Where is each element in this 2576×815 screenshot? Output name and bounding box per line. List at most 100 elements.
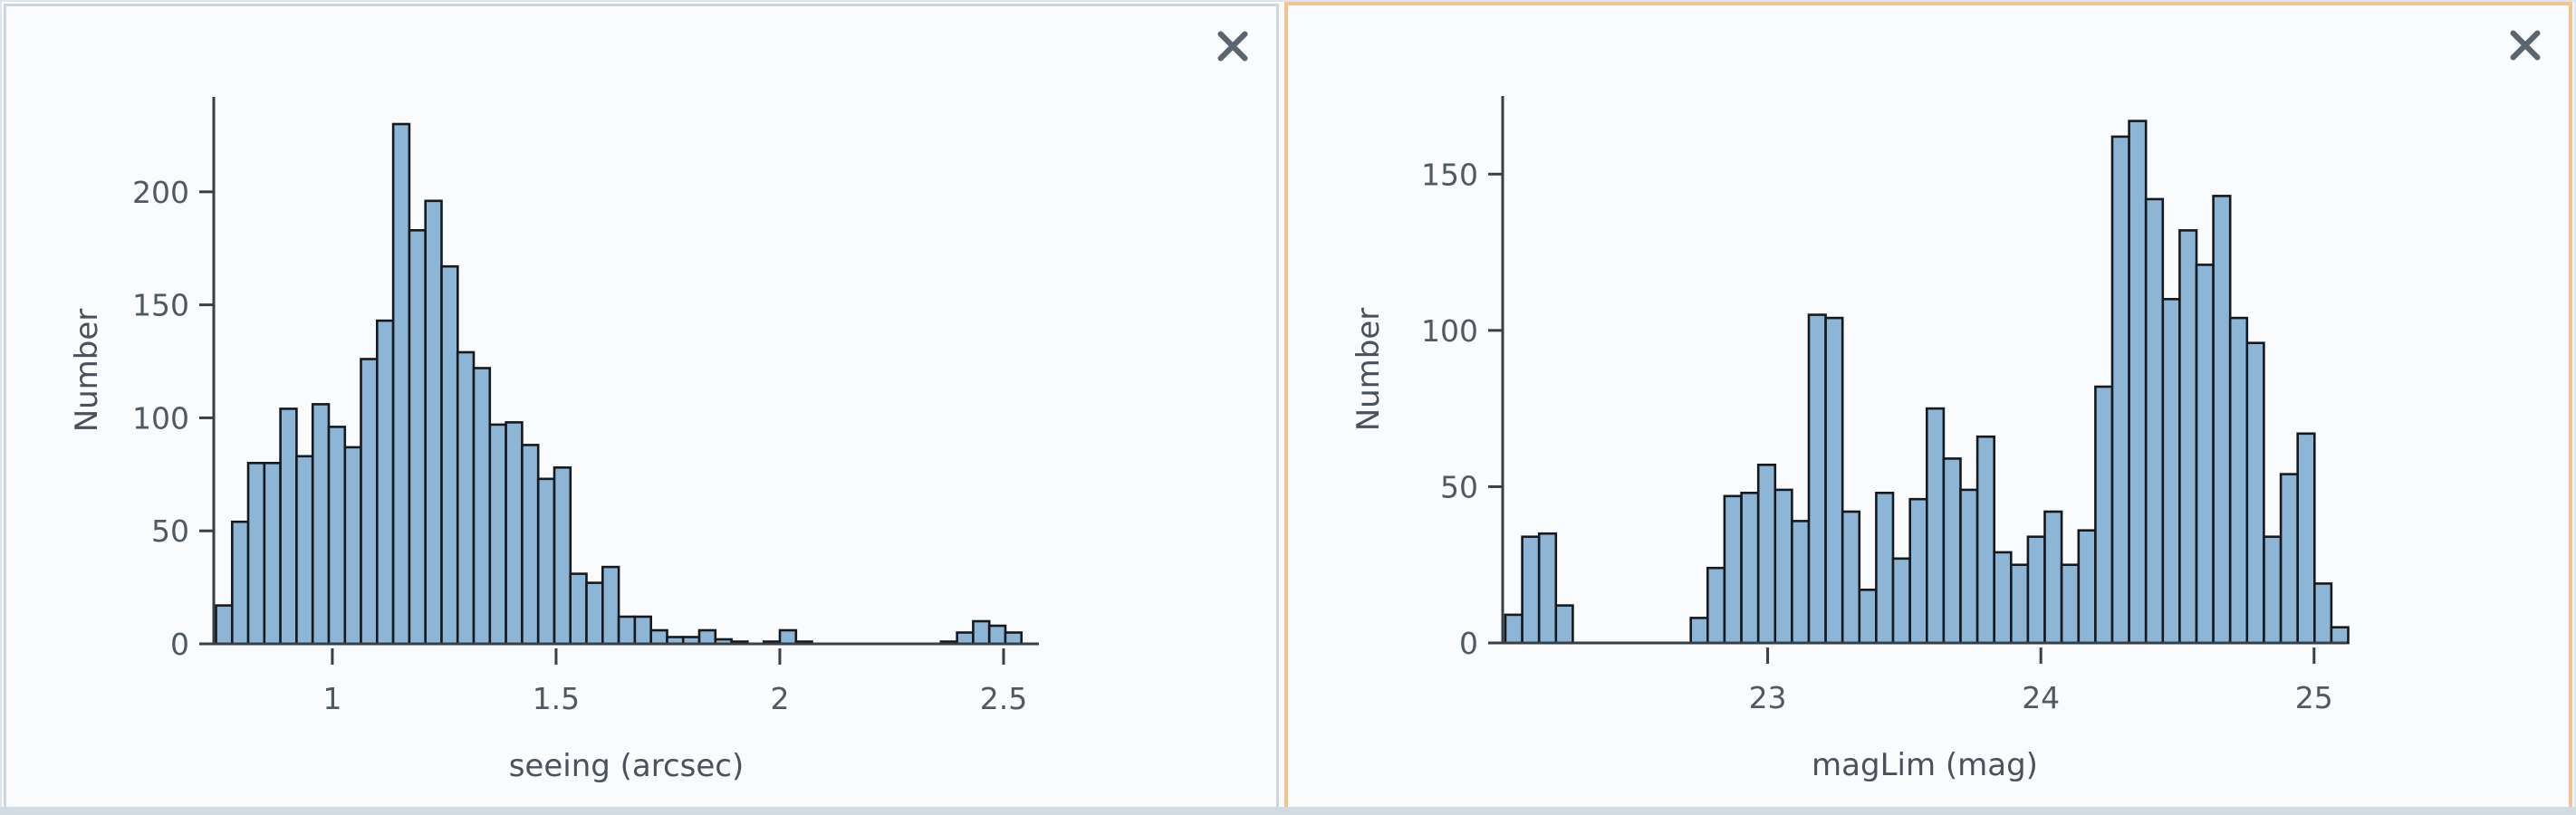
histogram-bar (1554, 604, 1574, 645)
histogram-bar (1841, 510, 1861, 645)
histogram-bar (2245, 341, 2265, 645)
histogram-bar (1740, 491, 1760, 645)
histogram-bar (2026, 535, 2046, 645)
histogram-bar (1975, 435, 1995, 645)
histogram-bar (633, 615, 653, 646)
y-axis-label: Number (69, 309, 105, 433)
x-tick-label: 1.5 (533, 681, 580, 716)
histogram-bar (601, 565, 620, 646)
histogram-bar (972, 619, 991, 646)
maglim-panel[interactable]: 0 50 100 150 23 24 25 magLim (mag) Number (1284, 2, 2572, 815)
histogram-bar (1773, 488, 1793, 645)
histogram-bar (2077, 529, 2097, 645)
histogram-bar (1689, 617, 1709, 645)
histogram-bar (1942, 457, 1962, 645)
histogram-bar (1791, 520, 1811, 645)
histogram-bar (2279, 473, 2299, 645)
close-icon (1217, 31, 1248, 62)
histogram-bar (488, 423, 507, 646)
y-axis-label: Number (1350, 308, 1387, 432)
histogram-bar (1959, 488, 1979, 645)
histogram-bar (1706, 566, 1726, 645)
histogram-bar (456, 350, 476, 646)
histogram-bar (1537, 532, 1558, 645)
histogram-bar (505, 421, 524, 646)
histogram-bar (987, 624, 1007, 646)
seeing-panel[interactable]: 0 50 100 150 200 1 1.5 2 2.5 seeing (arcsec) Numbe… (4, 4, 1279, 811)
y-tick-label: 0 (1459, 626, 1478, 661)
y-tick-label: 100 (132, 400, 189, 436)
close-button[interactable] (2504, 24, 2547, 67)
seeing-histogram[interactable]: 0 50 100 150 200 1 1.5 2 2.5 seeing (arcsec) Numbe… (6, 6, 1276, 805)
histogram-bar (1875, 491, 1895, 645)
histogram-bar (1807, 313, 1827, 645)
histogram-bar (2195, 264, 2215, 645)
y-tick-label: 50 (151, 513, 189, 549)
histogram-bar (1504, 613, 1523, 645)
histogram-bar (2110, 135, 2130, 645)
histogram-bar (343, 446, 362, 646)
histogram-bar (1925, 407, 1946, 645)
histogram-bar (472, 367, 492, 646)
histogram-bar (231, 520, 250, 646)
page-bottom-strip (0, 807, 2576, 815)
histogram-bar (2009, 563, 2030, 645)
histogram-bar (2178, 229, 2198, 645)
close-icon (2510, 30, 2541, 61)
histogram-bar (2330, 626, 2350, 645)
histogram-bar (1521, 535, 1541, 645)
histogram-bar (2043, 510, 2063, 645)
histogram-bar (1858, 588, 1878, 645)
y-tick-label: 0 (170, 627, 189, 662)
histogram-bar (327, 426, 347, 646)
histogram-bar (408, 229, 427, 646)
x-tick-label: 25 (2295, 680, 2333, 715)
x-tick-label: 2.5 (980, 681, 1027, 716)
histogram-bar (311, 403, 331, 646)
histogram-bar (246, 461, 266, 646)
x-tick-label: 2 (770, 681, 789, 716)
histogram-bar (536, 477, 556, 646)
x-tick-label: 23 (1749, 680, 1787, 715)
histogram-bar (2161, 297, 2181, 645)
y-tick-label: 50 (1440, 469, 1478, 504)
histogram-bar (585, 581, 604, 646)
histogram-bar (263, 461, 282, 646)
histogram-bar (2144, 197, 2165, 645)
histogram-bar (2263, 535, 2283, 645)
histogram-bar (1723, 494, 1743, 645)
y-tick-label: 100 (1421, 313, 1478, 349)
histogram-bar (1756, 463, 1777, 645)
y-tick-label: 200 (132, 175, 189, 210)
close-button[interactable] (1211, 24, 1254, 68)
maglim-histogram[interactable]: 0 50 100 150 23 24 25 magLim (mag) Number (1288, 5, 2569, 804)
histogram-bar (617, 615, 637, 646)
histogram-bar (391, 122, 411, 646)
histogram-bar (375, 319, 395, 646)
histogram-bar (279, 408, 298, 646)
x-tick-label: 1 (322, 681, 341, 716)
histogram-bar (1004, 631, 1024, 646)
x-axis-label: seeing (arcsec) (509, 748, 745, 784)
histogram-bar (424, 199, 443, 646)
histogram-bar (440, 264, 459, 646)
histogram-bar (1824, 316, 1844, 645)
histogram-bar (2094, 385, 2114, 645)
histogram-bar (2313, 582, 2333, 645)
histogram-bar (295, 455, 314, 646)
y-tick-label: 150 (132, 288, 189, 323)
histogram-bar (553, 465, 572, 646)
y-tick-label: 150 (1421, 157, 1478, 192)
histogram-bar (2060, 563, 2080, 645)
x-tick-label: 24 (2022, 680, 2060, 715)
histogram-bar (521, 444, 540, 646)
histogram-bar (697, 628, 717, 646)
histogram-bar (649, 628, 668, 646)
histogram-bar (215, 604, 234, 646)
histogram-bar (1891, 557, 1911, 645)
histogram-bar (2128, 120, 2148, 645)
histogram-bar (2296, 432, 2316, 645)
x-axis-label: magLim (mag) (1812, 747, 2038, 783)
histogram-bar (956, 631, 975, 646)
histogram-bar (360, 358, 379, 646)
